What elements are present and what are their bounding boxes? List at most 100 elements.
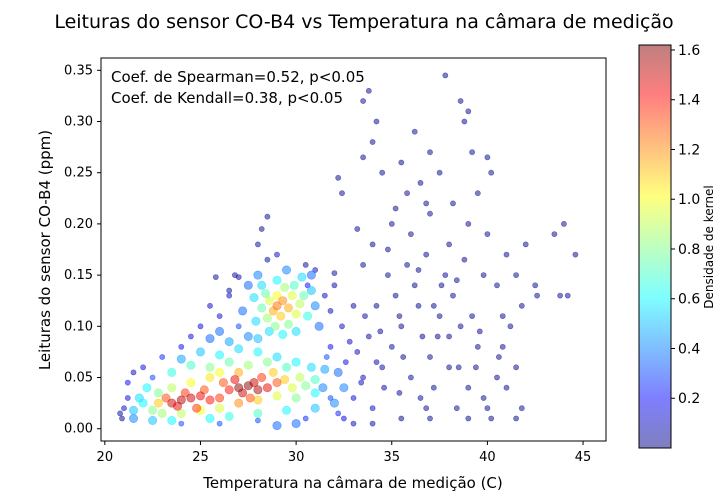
scatter-point	[398, 323, 405, 330]
scatter-point	[303, 311, 313, 321]
scatter-point	[339, 383, 349, 393]
scatter-point	[327, 395, 334, 401]
scatter-point	[178, 343, 185, 350]
scatter-point	[572, 251, 579, 258]
scatter-point	[373, 302, 380, 309]
scatter-point	[522, 241, 529, 248]
scatter-point	[564, 292, 571, 299]
scatter-point	[417, 395, 424, 401]
scatter-point	[453, 277, 460, 284]
scatter-point	[196, 391, 206, 401]
scatter-point	[302, 415, 309, 422]
scatter-point	[373, 359, 380, 365]
scatter-point	[392, 292, 399, 299]
scatter-point	[205, 413, 215, 423]
scatter-point	[461, 256, 468, 263]
scatter-point	[186, 378, 196, 388]
x-axis: 20 25 30 35 40 45	[97, 441, 591, 465]
scatter-point	[167, 415, 177, 425]
scatter-point	[495, 354, 502, 360]
scatter-point	[465, 108, 472, 115]
scatter-point	[312, 267, 319, 273]
scatter-point	[186, 393, 196, 403]
scatter-point	[557, 292, 563, 299]
scatter-point	[197, 323, 204, 330]
scatter-point	[346, 338, 353, 345]
y-tick-label: 0.05	[64, 371, 93, 386]
scatter-point	[321, 292, 328, 299]
scatter-point	[465, 384, 472, 391]
x-tick-label: 30	[288, 450, 305, 465]
scatter-point	[226, 287, 233, 294]
y-tick-label: 0.00	[64, 422, 93, 437]
scatter-point	[474, 343, 481, 350]
scatter-point	[124, 379, 131, 386]
scatter-point	[434, 333, 441, 340]
scatter-point	[438, 282, 445, 289]
scatter-point	[419, 333, 426, 340]
scatter-point	[318, 383, 328, 393]
scatter-point	[396, 389, 403, 396]
scatter-point	[461, 118, 468, 125]
scatter-point	[257, 280, 267, 290]
scatter-point	[148, 415, 158, 425]
scatter-point	[205, 372, 215, 382]
scatter-point	[260, 288, 270, 298]
scatter-point	[272, 352, 282, 362]
scatter-point	[494, 374, 500, 381]
colorbar-tick-label: 1.2	[678, 142, 700, 158]
scatter-point	[268, 367, 278, 377]
scatter-point	[253, 395, 263, 405]
x-tick-label: 35	[383, 450, 400, 465]
scatter-point	[310, 403, 320, 413]
scatter-point	[226, 292, 233, 299]
scatter-point	[234, 398, 244, 408]
scatter-point	[392, 205, 399, 212]
scatter-point	[274, 251, 280, 258]
scatter-point	[388, 220, 395, 227]
y-tick-label: 0.10	[64, 319, 93, 334]
plot-frame	[100, 57, 607, 442]
scatter-point	[411, 128, 418, 135]
y-axis-label: Leituras do sensor CO-B4 (ppm)	[36, 130, 54, 370]
scatter-point	[518, 405, 525, 412]
scatter-point	[253, 334, 263, 344]
scatter-point	[360, 261, 366, 268]
scatter-point	[215, 326, 225, 336]
scatter-point	[216, 420, 223, 427]
scatter-point	[358, 379, 365, 386]
scatter-point	[176, 354, 186, 364]
scatter-point	[306, 362, 316, 372]
scatter-point	[129, 413, 139, 423]
scatter-point	[153, 388, 163, 398]
scatter-point	[234, 367, 244, 377]
scatter-point	[138, 398, 148, 408]
chart-title: Leituras do sensor CO-B4 vs Temperatura …	[54, 11, 673, 33]
scatter-point	[411, 282, 418, 289]
scatter-point	[327, 343, 334, 350]
scatter-point	[167, 398, 177, 408]
scatter-point	[360, 374, 366, 381]
scatter-point	[494, 282, 500, 289]
scatter-point	[130, 369, 137, 376]
scatter-point	[342, 359, 349, 365]
scatter-point	[270, 321, 280, 331]
colorbar-tick-label: 1.0	[678, 192, 700, 208]
scatter-point	[480, 395, 487, 401]
scatter-point	[404, 190, 410, 197]
scatter-point	[369, 405, 376, 412]
scatter-point	[302, 261, 309, 268]
scatter-point	[360, 154, 366, 161]
scatter-point	[310, 388, 320, 398]
scatter-point	[469, 149, 475, 156]
y-tick-label: 0.35	[64, 63, 93, 78]
scatter-point	[388, 343, 395, 350]
scatter-point	[427, 149, 433, 156]
scatter-point	[320, 364, 330, 374]
x-tick-label: 25	[192, 450, 209, 465]
scatter-point	[331, 282, 338, 289]
scatter-point	[224, 385, 234, 395]
scatter-point	[205, 334, 215, 344]
scatter-point	[446, 364, 452, 371]
